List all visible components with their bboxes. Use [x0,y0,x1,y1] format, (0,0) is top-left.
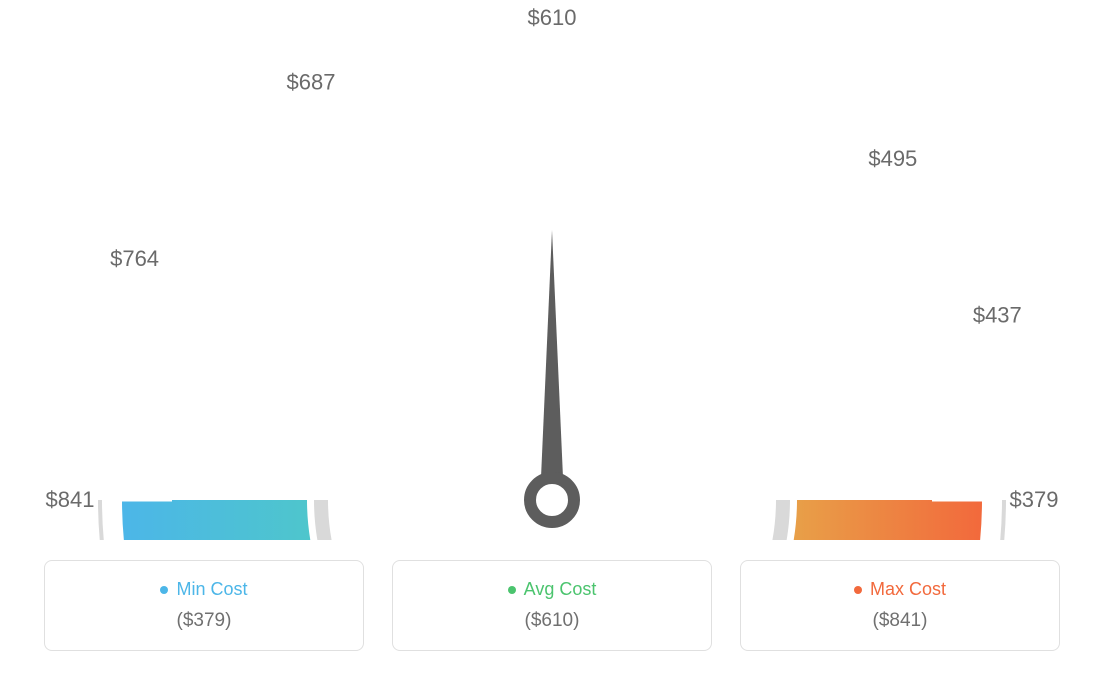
legend-value-max: ($841) [753,610,1047,632]
gauge-minor-tick [148,353,176,363]
legend-dot-max [854,586,862,594]
gauge-chart: $379 $437 $495 $610 $687 $764 $841 [0,0,1104,540]
gauge-major-tick [180,285,223,310]
gauge-minor-tick [276,171,295,194]
gauge-svg: $379 $437 $495 $610 $687 $764 $841 [0,0,1104,540]
gauge-minor-tick [477,77,482,107]
gauge-minor-tick [938,389,967,397]
gauge-tick-label: $610 [528,5,577,30]
gauge-needle-hub [530,478,574,522]
legend-card-avg: Avg Cost ($610) [392,560,712,651]
gauge-minor-tick [223,224,246,243]
gauge-tick-label: $841 [46,487,95,512]
legend-label-min: Min Cost [176,579,247,600]
legend-value-min: ($379) [57,610,351,632]
legend-card-max: Max Cost ($841) [740,560,1060,651]
gauge-minor-tick [752,128,767,154]
legend-row: Min Cost ($379) Avg Cost ($610) Max Cost… [0,560,1104,651]
legend-title-avg: Avg Cost [508,579,597,600]
legend-dot-min [160,586,168,594]
gauge-minor-tick [656,85,664,114]
gauge-major-tick [337,128,362,171]
legend-title-max: Max Cost [854,579,946,600]
gauge-major-tick [903,335,949,354]
gauge-minor-tick [869,238,893,256]
legend-label-avg: Avg Cost [524,579,597,600]
gauge-tick-label: $379 [1010,487,1059,512]
gauge-minor-tick [949,444,979,448]
legend-dot-avg [508,586,516,594]
gauge-minor-tick [405,96,415,124]
legend-card-min: Min Cost ($379) [44,560,364,651]
gauge-tick-label: $495 [868,146,917,171]
legend-value-avg: ($610) [405,610,699,632]
gauge-minor-tick [129,425,159,430]
gauge-needle [540,230,564,500]
legend-label-max: Max Cost [870,579,946,600]
gauge-tick-label: $437 [973,303,1022,328]
gauge-minor-tick [898,285,924,300]
gauge-major-tick [821,196,856,231]
gauge-tick-label: $764 [110,246,159,271]
legend-title-min: Min Cost [160,579,247,600]
gauge-tick-label: $687 [287,70,336,95]
